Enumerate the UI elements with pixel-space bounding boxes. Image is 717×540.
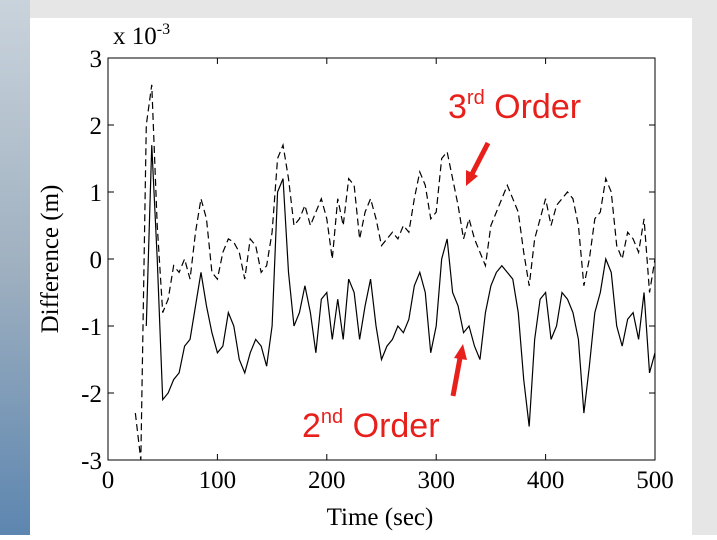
y-tick-label: 3 [90, 46, 103, 73]
arrow-head [466, 170, 478, 186]
data-line [134, 84, 655, 460]
y-tick-label: 2 [90, 113, 103, 140]
annotation-number: 3 [448, 88, 467, 126]
arrow-shaft [450, 357, 463, 397]
x-tick-label: 100 [199, 467, 237, 494]
y-tick-label: 1 [90, 180, 103, 207]
chart-panel [30, 18, 692, 535]
multiplier-base: x 10 [113, 23, 157, 50]
x-axis-label: Time (sec) [327, 504, 434, 531]
annotation-sup: rd [467, 87, 485, 109]
x-tick-label: 500 [636, 467, 674, 494]
annotation: 3rd Order [448, 87, 581, 126]
side-image [0, 0, 30, 535]
arrows [450, 141, 491, 397]
y-tick-label: -3 [81, 448, 102, 475]
arrow-head [454, 344, 467, 360]
multiplier-exponent: -3 [157, 21, 170, 38]
x-tick-label: 200 [308, 467, 346, 494]
y-tick-label: 0 [90, 247, 103, 274]
annotation-rest: Order [485, 88, 581, 126]
annotation: 2nd Order [302, 406, 440, 445]
y-tick-label: -2 [81, 381, 102, 408]
arrow-shaft [469, 141, 491, 176]
y-multiplier: x 10-3 [113, 21, 170, 50]
annotation-rest: Order [343, 407, 439, 445]
annotation-sup: nd [321, 406, 343, 428]
plot-lines [134, 84, 655, 460]
x-tick-label: 400 [527, 467, 565, 494]
x-tick-label: 0 [102, 467, 115, 494]
y-axis-label: Difference (m) [37, 185, 64, 334]
annotation-number: 2 [302, 407, 321, 445]
x-tick-label: 300 [417, 467, 455, 494]
data-line [145, 145, 655, 427]
y-tick-label: -1 [81, 314, 102, 341]
